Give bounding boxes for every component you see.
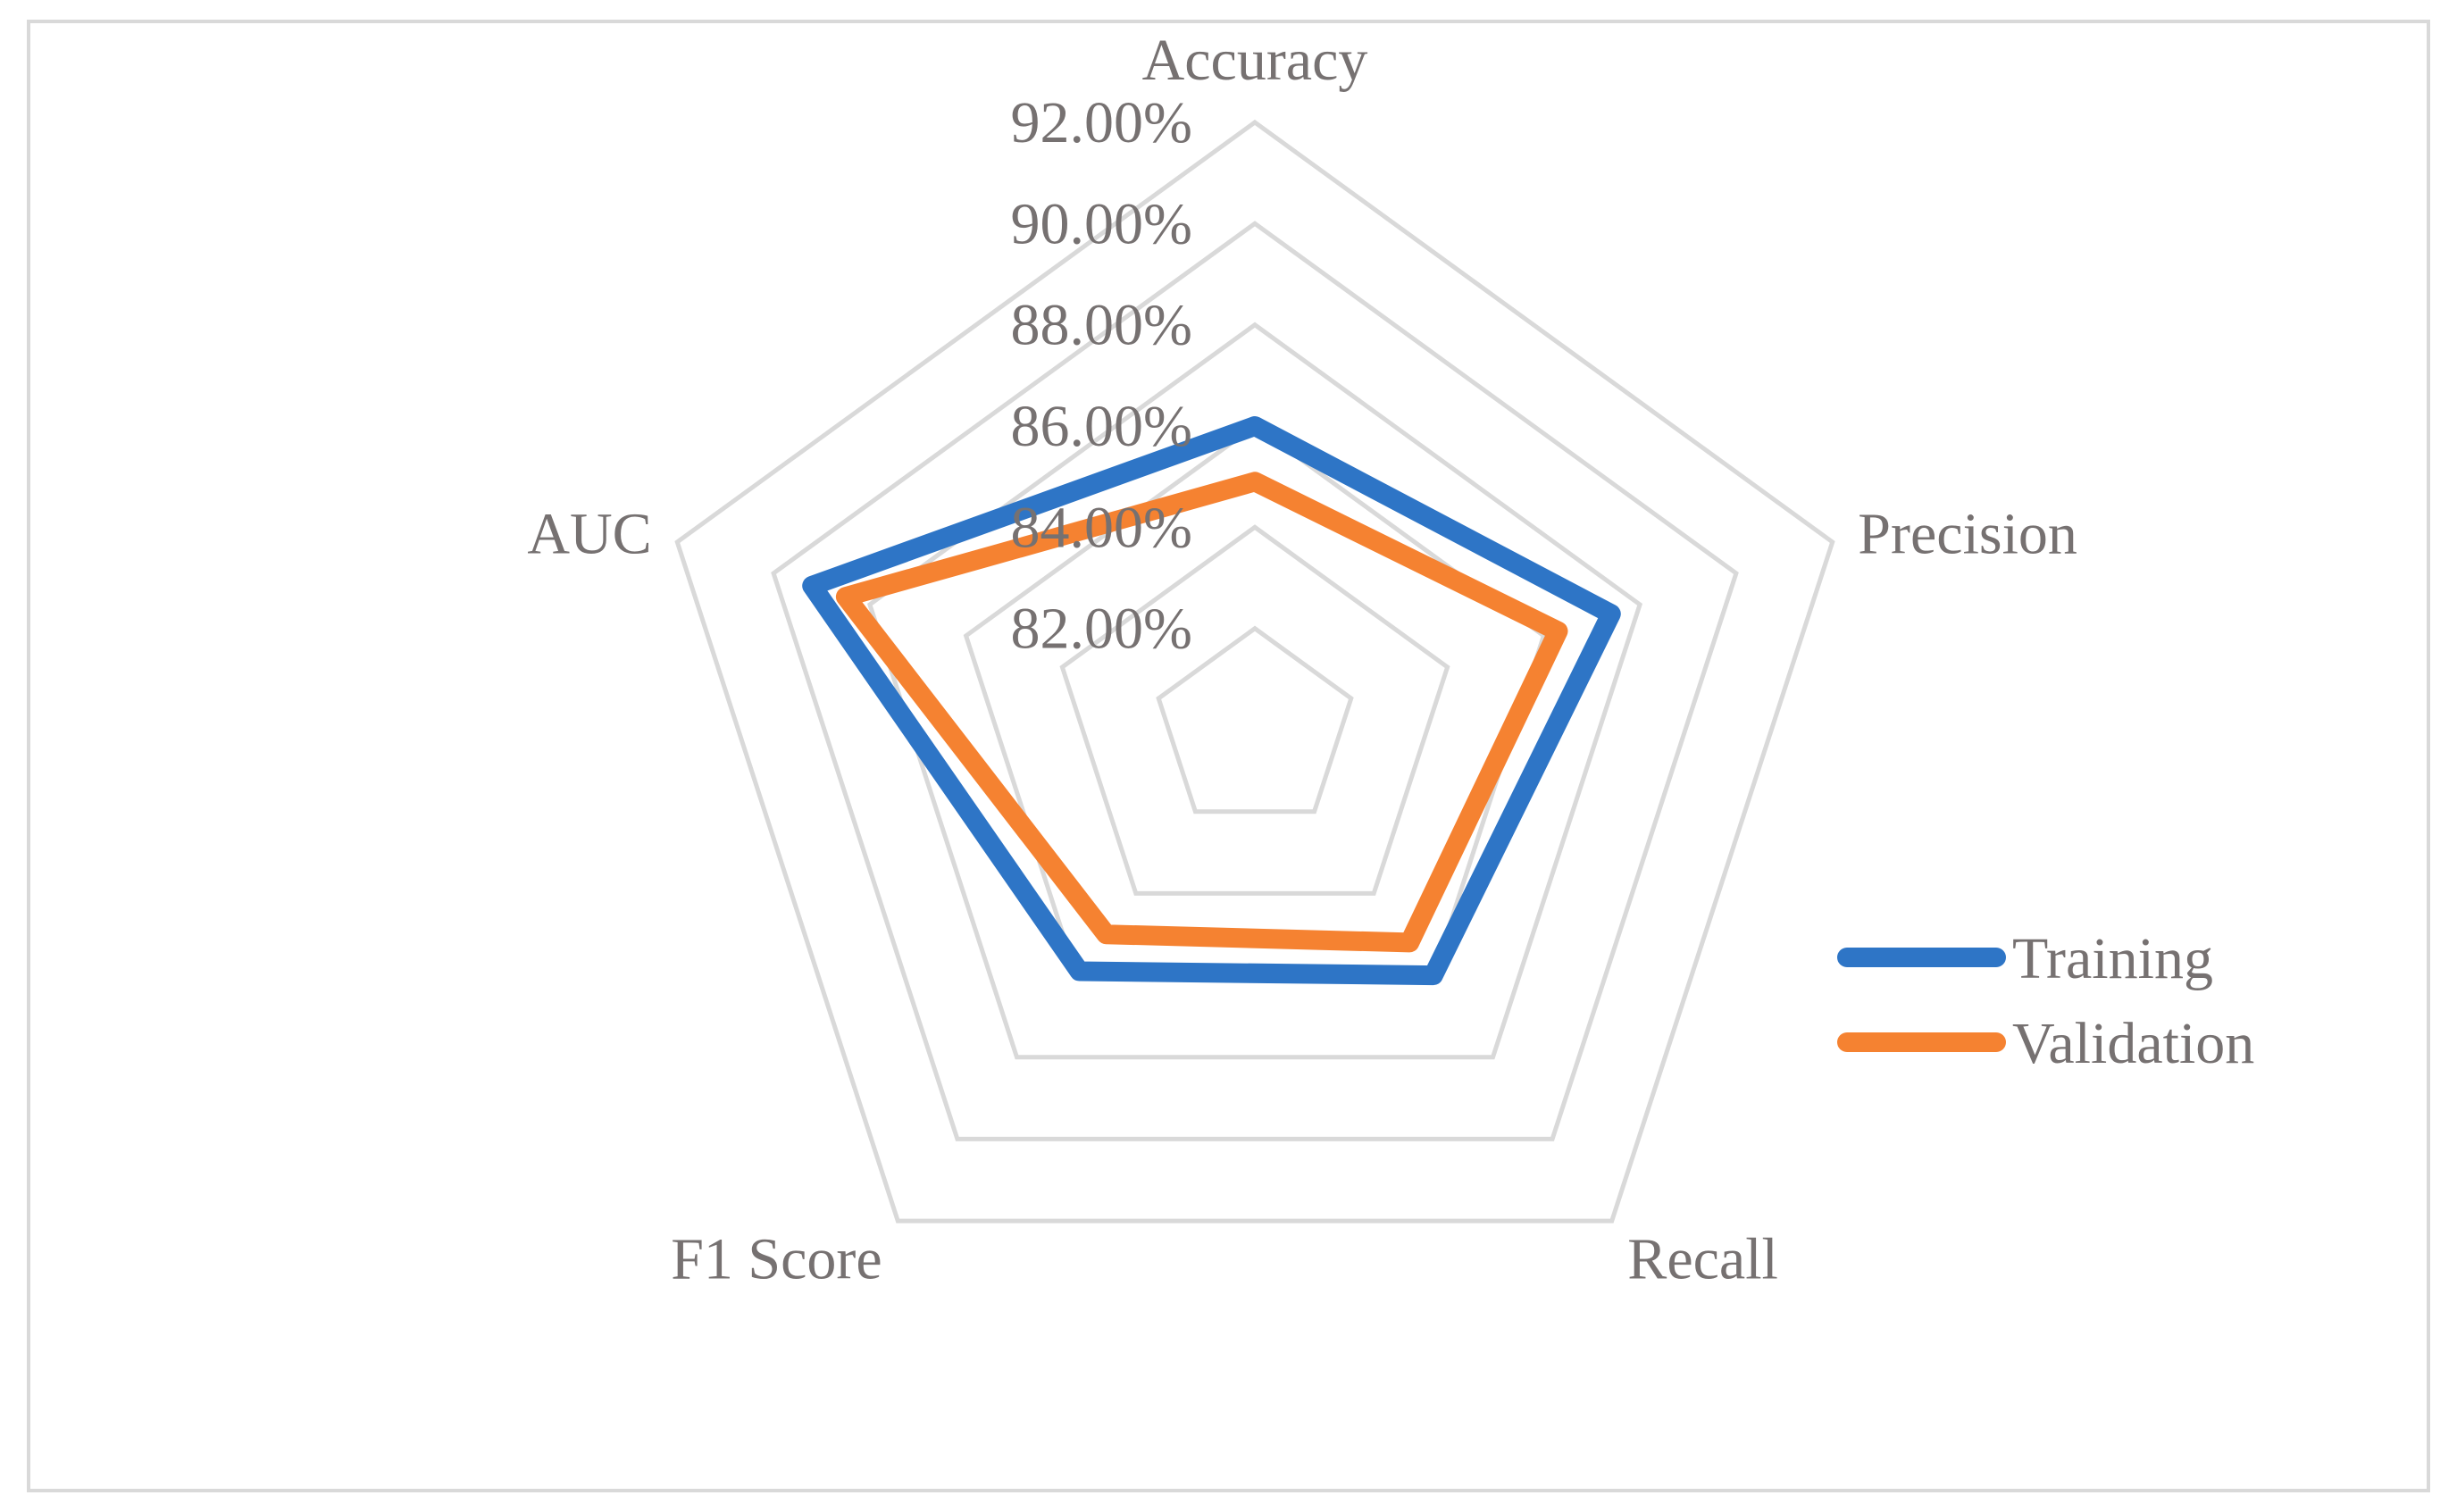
axis-label-auc: AUC [527,502,651,567]
grid-ring [866,322,1643,1060]
grid-ring [771,221,1739,1141]
axis-label-recall: Recall [1627,1226,1778,1291]
axis-label-accuracy: Accuracy [1142,28,1368,93]
radial-tick-labels: 82.00% 84.00% 86.00% 88.00% 90.00% 92.00% [1011,90,1192,662]
grid-ring [1059,524,1450,896]
tick-label: 82.00% [1011,597,1192,662]
tick-label: 88.00% [1011,293,1192,358]
axis-label-precision: Precision [1858,502,2077,567]
grid-ring [1156,625,1354,814]
series-line-training [802,416,1621,986]
radar-series [802,416,1621,986]
tick-label: 84.00% [1011,495,1192,560]
series-line-validation [835,472,1568,953]
chart-frame [27,20,2430,1492]
legend: Training Validation [1837,926,2254,1076]
legend-label-validation: Validation [2012,1011,2254,1076]
tick-label: 90.00% [1011,191,1192,256]
axis-labels: Accuracy Precision Recall F1 Score AUC [527,28,2077,1291]
axis-label-f1-score: F1 Score [671,1226,882,1291]
radar-grid [674,119,1835,1224]
legend-label-training: Training [2012,926,2213,991]
tick-label: 92.00% [1011,90,1192,155]
grid-ring [674,119,1835,1224]
tick-label: 86.00% [1011,394,1192,459]
